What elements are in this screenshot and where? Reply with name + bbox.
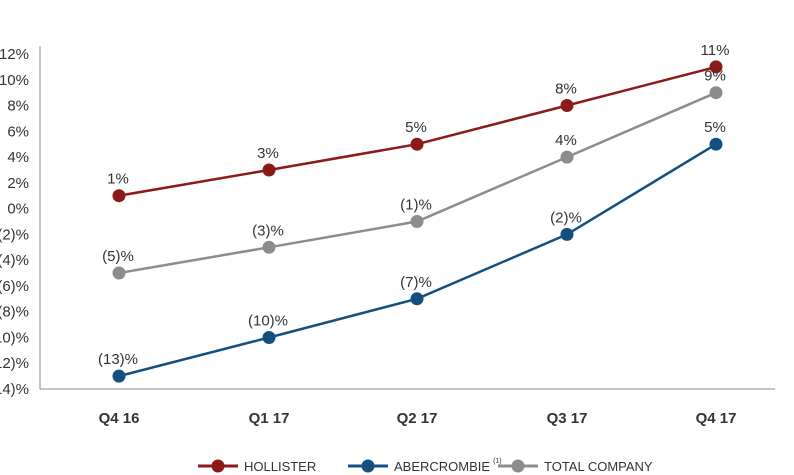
legend-item: TOTAL COMPANY — [498, 459, 653, 474]
data-label: (7)% — [400, 274, 432, 291]
data-point — [709, 137, 723, 151]
y-tick-label: 8% — [7, 98, 29, 115]
y-tick-label: (10)% — [0, 329, 29, 346]
data-point — [410, 137, 424, 151]
data-point — [262, 240, 276, 254]
legend-marker — [511, 459, 525, 473]
data-point — [709, 86, 723, 100]
y-axis-ticks: 12% 10% 8% 6% 4% 2% 0% (2)% (4)% (6)% (8)% (10)% (12… — [0, 46, 29, 398]
data-label: (10)% — [248, 313, 288, 330]
y-tick-label: 10% — [0, 72, 29, 89]
data-label: 3% — [257, 145, 279, 162]
legend-superscript: (1) — [493, 458, 502, 465]
legend-label: HOLLISTER — [244, 459, 316, 474]
data-point — [560, 99, 574, 112]
data-label: (5)% — [102, 248, 134, 265]
x-tick-label: Q3 17 — [547, 410, 588, 427]
y-tick-label: (4)% — [0, 252, 29, 269]
data-point — [262, 331, 276, 344]
data-point — [112, 266, 126, 280]
data-label: 5% — [405, 119, 427, 136]
data-label: (3)% — [252, 222, 284, 239]
x-tick-label: Q2 17 — [397, 410, 438, 427]
y-tick-label: (2)% — [0, 226, 29, 243]
data-label: (13)% — [98, 351, 138, 368]
series-points — [112, 60, 723, 383]
legend-marker — [211, 459, 225, 473]
data-point — [560, 150, 574, 164]
y-tick-label: 0% — [7, 201, 29, 218]
legend-item: HOLLISTER — [198, 459, 316, 474]
data-point — [410, 215, 424, 228]
y-tick-label: (14)% — [0, 381, 29, 398]
data-point — [112, 369, 126, 383]
y-tick-label: (8)% — [0, 304, 29, 321]
data-label: 4% — [555, 132, 577, 149]
data-point — [560, 227, 574, 241]
legend-marker — [361, 459, 375, 473]
legend-item: ABERCROMBIE (1) — [348, 458, 502, 474]
y-tick-label: (6)% — [0, 278, 29, 295]
y-tick-label: 4% — [7, 149, 29, 166]
x-tick-label: Q4 16 — [99, 410, 140, 427]
data-label: (2)% — [550, 209, 582, 226]
y-tick-label: (12)% — [0, 355, 29, 372]
data-label: 5% — [704, 119, 726, 136]
x-axis-categories: Q4 16 Q1 17 Q2 17 Q3 17 Q4 17 — [99, 410, 737, 427]
legend: HOLLISTER ABERCROMBIE (1) TOTAL COMPANY — [198, 458, 653, 474]
legend-label: TOTAL COMPANY — [544, 459, 653, 474]
data-point — [709, 60, 723, 74]
data-point — [410, 292, 424, 306]
y-tick-label: 12% — [0, 46, 29, 63]
x-tick-label: Q4 17 — [696, 410, 737, 427]
data-label: 9% — [704, 68, 726, 85]
y-tick-label: 6% — [7, 123, 29, 140]
data-label: 1% — [107, 171, 129, 188]
data-point — [112, 189, 126, 203]
data-point — [262, 163, 276, 177]
y-tick-label: 2% — [7, 175, 29, 192]
legend-label: ABERCROMBIE — [394, 459, 490, 474]
data-labels: 1% 3% 5% 8% 11% (13)% (10)% (7)% (2)% 5% (5)% (3)% (… — [98, 42, 729, 368]
x-tick-label: Q1 17 — [249, 410, 290, 427]
data-label: 11% — [701, 42, 730, 59]
data-label: 8% — [555, 81, 577, 98]
data-label: (1)% — [400, 197, 432, 214]
series-line — [118, 143, 717, 378]
